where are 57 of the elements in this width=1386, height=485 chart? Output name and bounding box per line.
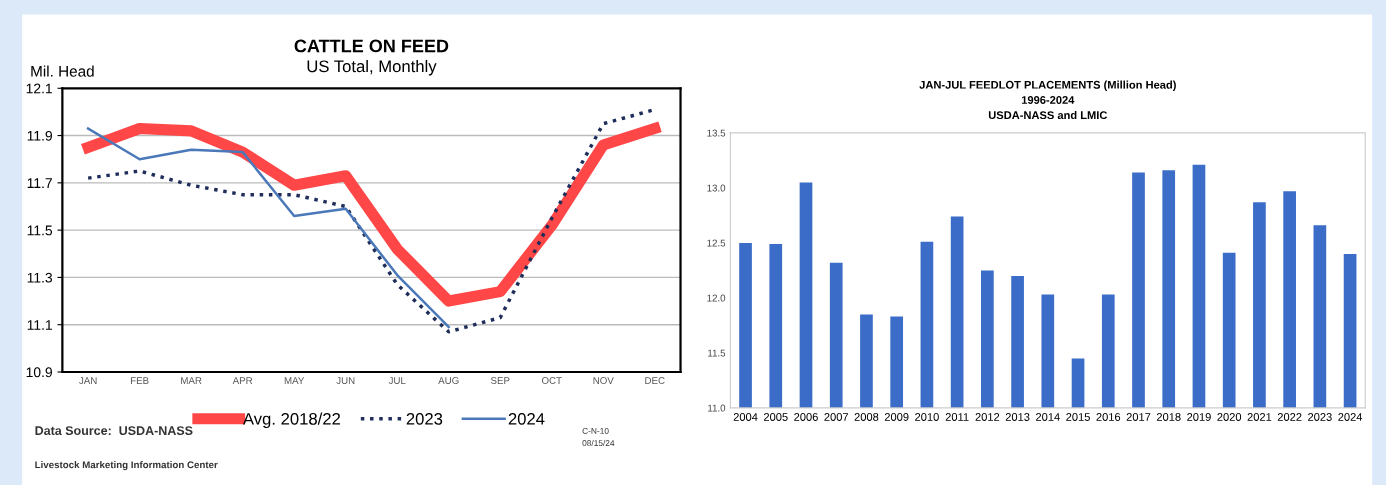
x-tick-label: SEP bbox=[490, 377, 510, 384]
legend-label: Avg. 2018/22 bbox=[242, 412, 341, 429]
x-tick-label: 2023 bbox=[1308, 413, 1332, 421]
x-tick-label: 2009 bbox=[884, 413, 909, 421]
y-axis-title: Mil. Head bbox=[31, 65, 94, 77]
y-tick-label: 11.9 bbox=[27, 130, 52, 141]
y-tick-label: 12.1 bbox=[26, 83, 52, 94]
x-tick-label: 2022 bbox=[1277, 413, 1302, 421]
y-tick-label: 11.5 bbox=[708, 349, 726, 357]
x-tick-label: 2016 bbox=[1096, 413, 1121, 421]
y-tick-label: 11.1 bbox=[27, 320, 52, 330]
text: Livestock Marketing Information Center bbox=[35, 461, 218, 471]
x-tick-label: NOV bbox=[593, 377, 614, 384]
x-tick-label: APR bbox=[232, 377, 253, 384]
y-tick-label: 11.7 bbox=[27, 178, 52, 188]
x-tick-label: JUL bbox=[388, 377, 406, 384]
y-tick-label: 13.5 bbox=[707, 129, 726, 137]
x-tick-label: AUG bbox=[438, 377, 459, 384]
source-note: Data Source: USDA-NASS bbox=[35, 426, 193, 436]
x-tick-label: JAN bbox=[79, 377, 97, 384]
y-tick-label: 13.0 bbox=[707, 184, 726, 192]
x-tick-label: 2017 bbox=[1126, 413, 1151, 421]
x-tick-label: 2015 bbox=[1066, 413, 1090, 421]
x-tick-label: MAY bbox=[284, 377, 305, 384]
chart-subtitle: US Total, Monthly bbox=[307, 59, 437, 76]
line-series bbox=[86, 127, 450, 329]
text: 08/15/24 bbox=[582, 439, 615, 447]
x-tick-label: 2005 bbox=[763, 413, 788, 421]
x-tick-label: 2018 bbox=[1156, 413, 1181, 421]
x-tick-label: 2024 bbox=[1338, 413, 1363, 421]
x-tick-label: MAR bbox=[181, 377, 202, 384]
x-tick-label: 2008 bbox=[854, 413, 879, 421]
x-tick-label: JUN bbox=[336, 377, 355, 384]
x-tick-label: DEC bbox=[645, 377, 665, 384]
x-tick-label: 2013 bbox=[1005, 413, 1030, 421]
y-tick-label: 11.3 bbox=[27, 272, 53, 283]
x-tick-label: 2012 bbox=[975, 413, 1000, 421]
chart-subtitle: 1996-2024 USDA-NASS and LMIC bbox=[988, 96, 1108, 120]
x-tick-label: 2010 bbox=[915, 413, 939, 421]
x-tick-label: OCT bbox=[541, 377, 562, 384]
x-tick-label: 2020 bbox=[1217, 413, 1242, 421]
y-tick-label: 11.0 bbox=[708, 404, 726, 412]
x-tick-label: FEB bbox=[130, 377, 149, 384]
x-tick-label: 2019 bbox=[1187, 413, 1211, 421]
x-tick-label: 2007 bbox=[824, 413, 849, 421]
y-tick-label: 12.0 bbox=[707, 294, 726, 302]
x-tick-label: 2011 bbox=[945, 413, 969, 421]
y-tick-label: 11.5 bbox=[27, 225, 53, 236]
text: C-N-10 bbox=[582, 427, 609, 434]
x-tick-label: 2006 bbox=[794, 413, 818, 421]
chart-title: CATTLE ON FEED bbox=[294, 39, 449, 53]
x-tick-label: 2021 bbox=[1247, 413, 1272, 421]
chart-title: JAN-JUL FEEDLOT PLACEMENTS (Million Head) bbox=[919, 80, 1176, 91]
x-tick-label: 2014 bbox=[1036, 413, 1060, 421]
y-tick-label: 10.9 bbox=[26, 367, 52, 378]
x-tick-label: 2004 bbox=[733, 413, 758, 421]
y-tick-label: 12.5 bbox=[707, 239, 726, 247]
